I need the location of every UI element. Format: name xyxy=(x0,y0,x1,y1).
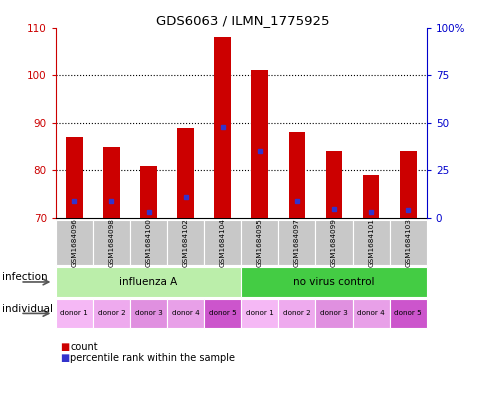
Text: donor 1: donor 1 xyxy=(245,310,273,316)
Text: GSM1684096: GSM1684096 xyxy=(71,218,77,267)
Text: donor 4: donor 4 xyxy=(171,310,199,316)
Bar xyxy=(288,132,304,218)
Text: GSM1684099: GSM1684099 xyxy=(331,218,336,267)
Text: GSM1684095: GSM1684095 xyxy=(257,218,262,267)
Text: ■: ■ xyxy=(60,342,70,352)
Text: individual: individual xyxy=(2,304,53,314)
Bar xyxy=(399,151,416,218)
Text: GSM1684101: GSM1684101 xyxy=(367,218,373,267)
Text: donor 5: donor 5 xyxy=(393,310,421,316)
Text: GSM1684097: GSM1684097 xyxy=(293,218,299,267)
Text: influenza A: influenza A xyxy=(119,277,177,287)
Bar xyxy=(66,137,82,218)
Text: donor 1: donor 1 xyxy=(60,310,88,316)
Text: donor 2: donor 2 xyxy=(97,310,125,316)
Text: donor 3: donor 3 xyxy=(135,310,162,316)
Bar xyxy=(362,175,378,218)
Text: donor 2: donor 2 xyxy=(283,310,310,316)
Text: GSM1684102: GSM1684102 xyxy=(182,218,188,267)
Bar xyxy=(177,128,194,218)
Text: donor 5: donor 5 xyxy=(209,310,236,316)
Bar xyxy=(214,37,230,218)
Text: donor 4: donor 4 xyxy=(357,310,384,316)
Text: GSM1684100: GSM1684100 xyxy=(145,218,151,267)
Text: infection: infection xyxy=(2,272,48,282)
Text: donor 3: donor 3 xyxy=(319,310,347,316)
Text: GSM1684104: GSM1684104 xyxy=(219,218,225,267)
Text: ■: ■ xyxy=(60,353,70,363)
Text: GSM1684103: GSM1684103 xyxy=(405,218,410,267)
Bar xyxy=(325,151,342,218)
Text: no virus control: no virus control xyxy=(293,277,374,287)
Bar xyxy=(103,147,120,218)
Bar xyxy=(140,166,156,218)
Text: GSM1684098: GSM1684098 xyxy=(108,218,114,267)
Text: GDS6063 / ILMN_1775925: GDS6063 / ILMN_1775925 xyxy=(155,14,329,27)
Text: percentile rank within the sample: percentile rank within the sample xyxy=(70,353,235,363)
Bar xyxy=(251,70,268,218)
Text: count: count xyxy=(70,342,98,352)
